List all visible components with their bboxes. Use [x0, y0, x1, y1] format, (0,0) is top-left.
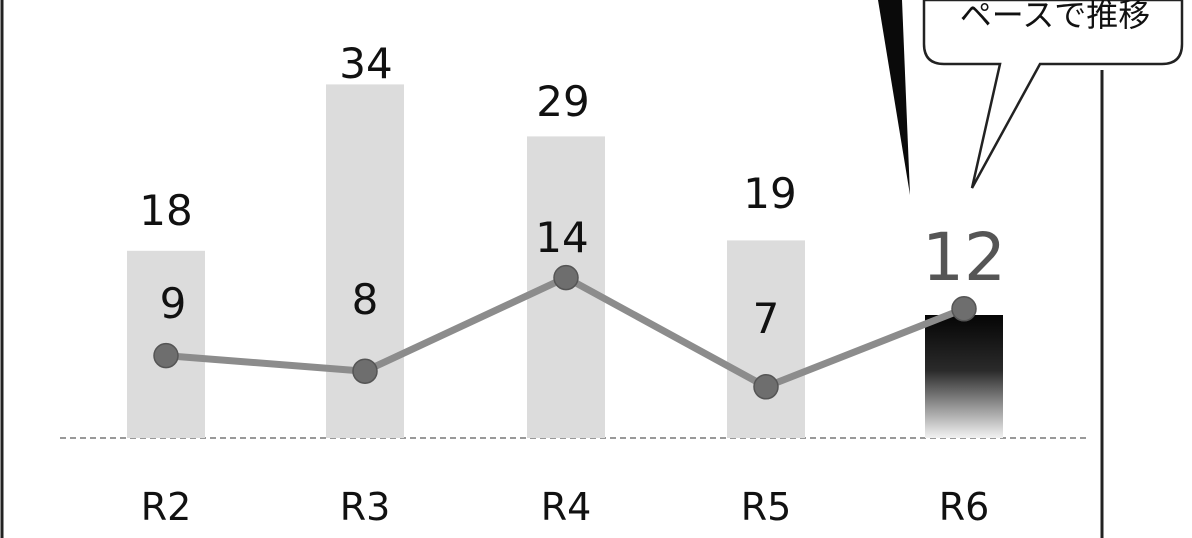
line-marker-r4	[553, 264, 579, 291]
labels-layer: 18 34 29 19 12 9 8 14 7 R2 R3 R4 R5 R6	[139, 39, 1006, 529]
x-tick-label-r5: R5	[741, 485, 792, 529]
line-marker-r5	[753, 374, 779, 400]
bar-r3	[326, 84, 404, 439]
line-layer	[153, 264, 977, 400]
bar-value-label-r3: 34	[339, 39, 392, 88]
bar-r6	[925, 315, 1003, 438]
line-marker-r6	[951, 296, 977, 322]
callout-bubble	[922, 0, 1184, 189]
line-value-label-r4: 14	[535, 213, 588, 262]
bar-value-label-r6: 12	[922, 219, 1006, 296]
x-tick-label-r3: R3	[340, 485, 391, 529]
callout-text: ペースで推移	[960, 0, 1150, 34]
bar-value-label-r2: 18	[139, 186, 192, 235]
bar-value-label-r5: 19	[743, 169, 796, 218]
x-tick-label-r2: R2	[141, 485, 192, 529]
bar-value-label-r4: 29	[536, 77, 589, 126]
line-marker-r3	[352, 358, 378, 384]
x-tick-label-r6: R6	[939, 485, 990, 529]
line-marker-r2	[153, 342, 179, 369]
bar-r5	[727, 240, 805, 438]
line-value-label-r3: 8	[352, 275, 379, 324]
line-value-label-r5: 7	[753, 294, 780, 343]
callout-pointer	[878, 0, 910, 195]
line-value-label-r2: 9	[160, 279, 187, 328]
x-tick-label-r4: R4	[541, 485, 592, 529]
